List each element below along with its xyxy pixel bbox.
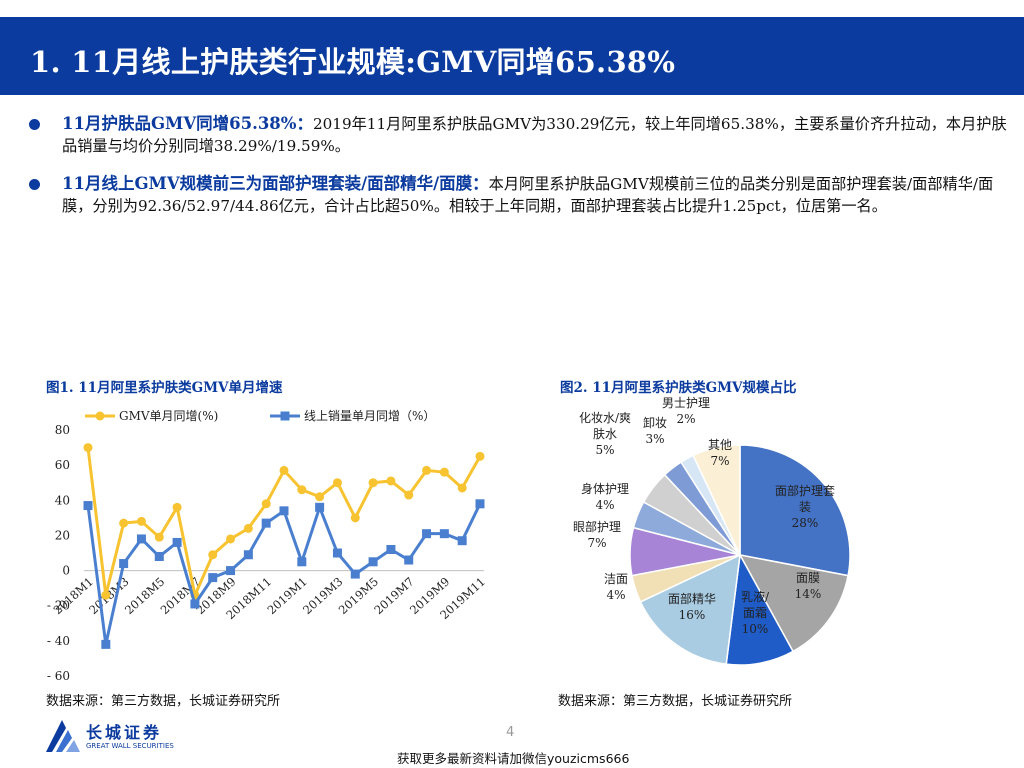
pie-slice: [738, 553, 849, 653]
data-point: [101, 590, 111, 600]
company-logo: 长城证券 GREAT WALL SECURITIES: [44, 718, 194, 758]
data-point: [83, 443, 93, 453]
pie-label: 其他 7%: [708, 438, 732, 468]
data-point: [297, 557, 307, 567]
data-point: [422, 465, 432, 475]
data-point: [119, 559, 129, 569]
pie-label: 眼部护理 7%: [573, 519, 621, 550]
pie-label: 乳液/面霜 10%: [741, 589, 770, 636]
data-point: [350, 569, 360, 579]
data-point: [332, 478, 342, 488]
bullet-text: 2019年11月阿里系护肤品GMV为330.29亿元，较上年同增65.38%，主…: [62, 115, 1007, 155]
data-point: [439, 529, 449, 539]
data-point: [226, 566, 236, 576]
data-point: [190, 599, 200, 609]
figure1-source: 数据来源：第三方数据，长城证券研究所: [46, 694, 281, 709]
data-point: [83, 501, 93, 511]
data-point: [261, 499, 271, 509]
data-point: [439, 467, 449, 477]
data-point: [404, 490, 414, 500]
data-point: [101, 639, 111, 649]
data-point: [226, 534, 236, 544]
pie-slice: [692, 444, 741, 556]
page-title: 1. 11月线上护肤类行业规模:GMV同增65.38%: [30, 45, 676, 79]
data-point: [368, 478, 378, 488]
y-tick-label: 80: [55, 423, 70, 437]
data-point: [350, 513, 360, 523]
logo-name-cn: 长城证券: [86, 723, 163, 742]
data-point: [368, 557, 378, 567]
data-point: [136, 516, 146, 526]
pie-label: 卸妆 3%: [643, 415, 667, 446]
pie-slice: [739, 444, 851, 577]
data-point: [243, 523, 253, 533]
pie-chart: 面部护理套装 28% 面膜 14% 乳液/面霜 10% 面部精华 16% 洁面 4% 眼部护理 7% 身…: [573, 396, 851, 666]
data-point: [315, 502, 325, 512]
figure1-title: 图1. 11月阿里系护肤类GMV单月增速: [46, 380, 283, 396]
y-tick-label: - 40: [47, 634, 70, 648]
data-point: [475, 451, 485, 461]
pie-label: 身体护理 4%: [581, 481, 629, 512]
pie-slice: [639, 553, 741, 665]
data-point: [172, 502, 182, 512]
footer-text: 获取更多最新资料请加微信youzicms666: [397, 751, 630, 766]
bullet-dot-icon: [29, 179, 40, 190]
page-number: 4: [506, 725, 515, 740]
y-tick-label: 40: [55, 493, 70, 507]
data-point: [119, 518, 129, 528]
data-point: [422, 529, 432, 539]
data-point: [261, 518, 271, 528]
data-point: [154, 532, 164, 542]
data-point: [386, 544, 396, 554]
y-tick-label: 60: [55, 458, 70, 472]
bullet-lead: 11月线上GMV规模前三为面部护理套装/面部精华/面膜：: [62, 174, 489, 193]
pie-label: 化妆水/爽肤水 5%: [579, 411, 631, 457]
y-tick-label: 0: [62, 564, 70, 578]
y-tick-label: 20: [55, 528, 70, 542]
data-point: [315, 492, 325, 502]
title-bar: 1. 11月线上护肤类行业规模:GMV同增65.38%: [0, 17, 1024, 95]
bullet-list: 11月护肤品GMV同增65.38%：2019年11月阿里系护肤品GMV为330.…: [28, 113, 1008, 233]
data-point: [404, 555, 414, 565]
data-point: [457, 483, 467, 493]
legend-marker: [95, 411, 105, 421]
data-point: [386, 476, 396, 486]
bullet-dot-icon: [29, 119, 40, 130]
great-wall-logo-icon: [46, 720, 80, 752]
data-point: [172, 537, 182, 547]
data-point: [332, 548, 342, 558]
data-point: [457, 536, 467, 546]
bullet-lead: 11月护肤品GMV同增65.38%：: [62, 114, 313, 133]
data-point: [154, 552, 164, 562]
data-point: [208, 550, 218, 560]
pie-label: 面膜 14%: [795, 571, 822, 601]
pie-label: 面部精华 16%: [668, 591, 716, 622]
data-point: [279, 506, 289, 516]
pie-label: 男士护理 2%: [662, 396, 710, 426]
data-point: [136, 534, 146, 544]
bullet-item-2: 11月线上GMV规模前三为面部护理套装/面部精华/面膜：本月阿里系护肤品GMV规…: [28, 173, 1008, 217]
legend-label: GMV单月同增(%): [119, 409, 218, 423]
figure2-source: 数据来源：第三方数据，长城证券研究所: [558, 694, 793, 709]
legend-marker: [280, 411, 290, 421]
y-tick-label: - 20: [47, 599, 70, 613]
data-point: [297, 485, 307, 495]
logo-name-en: GREAT WALL SECURITIES: [86, 742, 174, 750]
data-point: [243, 550, 253, 560]
pie-label: 面部护理套装 28%: [775, 483, 835, 530]
bullet-text: 本月阿里系护肤品GMV规模前三位的品类分别是面部护理套装/面部精华/面膜，分别为…: [62, 175, 994, 215]
legend-label: 线上销量单月同增（%）: [304, 409, 435, 423]
data-point: [475, 499, 485, 509]
figure2-title: 图2. 11月阿里系护肤类GMV规模占比: [560, 380, 797, 396]
data-point: [208, 573, 218, 583]
pie-label: 洁面 4%: [604, 572, 628, 602]
y-tick-label: - 60: [47, 669, 70, 683]
data-point: [279, 465, 289, 475]
bullet-item-1: 11月护肤品GMV同增65.38%：2019年11月阿里系护肤品GMV为330.…: [28, 113, 1008, 157]
